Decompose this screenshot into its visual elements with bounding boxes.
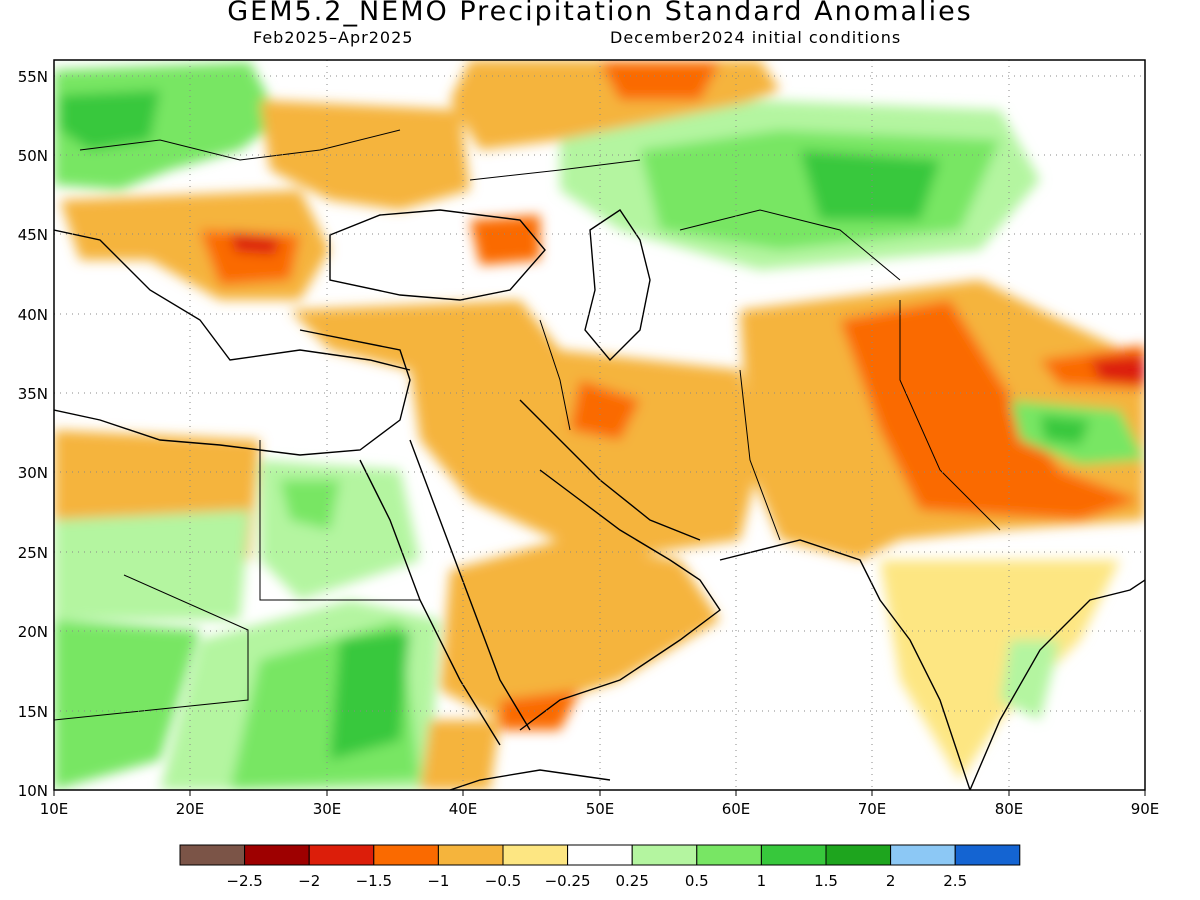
lat-tick-label: 20N: [18, 623, 48, 641]
lon-tick-label: 60E: [722, 800, 751, 818]
lat-tick-label: 10N: [18, 782, 48, 800]
legend-swatch: [308, 844, 375, 866]
legend-label: −0.5: [485, 872, 521, 890]
lon-tick-label: 90E: [1131, 800, 1160, 818]
lat-tick-label: 45N: [18, 226, 48, 244]
lat-tick-label: 15N: [18, 703, 48, 721]
legend-label: 0.25: [615, 872, 648, 890]
legend-label: 2.5: [943, 872, 967, 890]
initial-conditions: December2024 initial conditions: [610, 28, 902, 47]
legend-swatch: [631, 844, 698, 866]
legend-swatch: [696, 844, 762, 866]
legend-label: −0.25: [545, 872, 591, 890]
lat-tick-label: 30N: [18, 464, 48, 482]
tick-marks: [53, 790, 1146, 796]
color-legend: −2.5 −2 −1.5 −1 −0.5 −0.25 0.25 0.5 1 1.5 2 2.5: [179, 844, 1021, 890]
legend-label: 1.5: [814, 872, 838, 890]
legend-swatch: [760, 844, 827, 866]
legend-label: 1: [757, 872, 767, 890]
legend-swatch: [244, 844, 310, 866]
lon-tick-label: 40E: [449, 800, 478, 818]
lat-tick-label: 50N: [18, 147, 48, 165]
lon-tick-label: 50E: [586, 800, 615, 818]
legend-label: 0.5: [685, 872, 709, 890]
lat-tick-labels: 10N 15N 20N 25N 30N 35N 40N 45N 50N 55N: [18, 68, 48, 800]
legend-swatch: [502, 844, 569, 866]
legend-swatch: [954, 844, 1021, 866]
lat-tick-label: 40N: [18, 306, 48, 324]
anomaly-shading: [54, 60, 1145, 790]
legend-swatch: [825, 844, 892, 866]
legend-swatch: [437, 844, 504, 866]
lon-tick-labels: 10E 20E 30E 40E 50E 60E 70E 80E 90E: [40, 800, 1160, 818]
lon-tick-label: 70E: [858, 800, 887, 818]
legend-label: −1.5: [356, 872, 392, 890]
lon-tick-label: 10E: [40, 800, 69, 818]
legend-swatch: [179, 844, 246, 866]
legend-swatch: [567, 844, 633, 866]
lon-tick-label: 20E: [176, 800, 205, 818]
lat-tick-label: 25N: [18, 544, 48, 562]
legend-swatch: [373, 844, 439, 866]
forecast-period: Feb2025–Apr2025: [253, 28, 414, 47]
lon-tick-label: 80E: [995, 800, 1024, 818]
legend-swatch: [890, 844, 956, 866]
legend-label: −2.5: [226, 872, 262, 890]
legend-label: 2: [886, 872, 896, 890]
lon-tick-label: 30E: [313, 800, 342, 818]
legend-label: −2: [298, 872, 320, 890]
legend-label: −1: [427, 872, 449, 890]
lat-tick-label: 35N: [18, 385, 48, 403]
map-title: GEM5.2_NEMO Precipitation Standard Anoma…: [227, 0, 973, 27]
lat-tick-label: 55N: [18, 68, 48, 86]
